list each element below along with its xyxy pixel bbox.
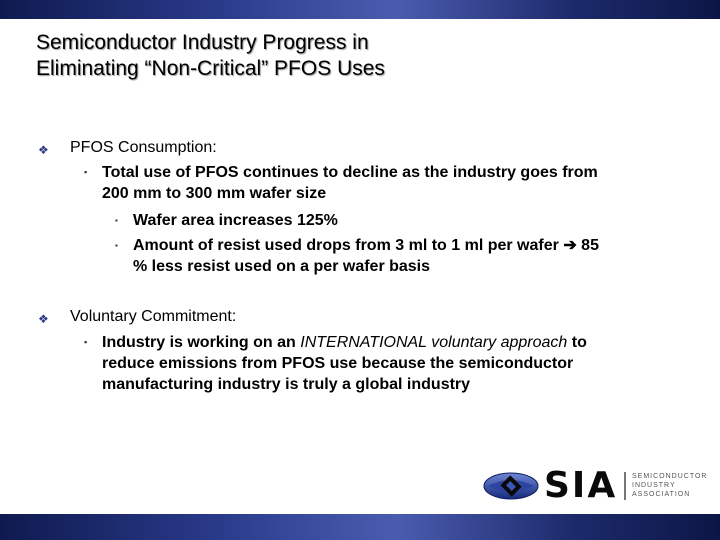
square-bullet-icon: ▪ <box>84 167 88 177</box>
sia-sub-2: INDUSTRY <box>632 482 676 489</box>
slide-title: Semiconductor Industry Progress in Elimi… <box>36 30 676 82</box>
resist-drop-percent: 85 <box>581 237 599 254</box>
sia-sub-3: ASSOCIATION <box>632 491 691 498</box>
logo-divider <box>624 472 626 500</box>
title-line-1: Semiconductor Industry Progress in <box>36 31 369 54</box>
top-banner <box>0 0 720 19</box>
voluntary-line-3: manufacturing industry is truly a global… <box>102 376 471 393</box>
sia-full-name: SEMICONDUCTOR INDUSTRY ASSOCIATION <box>632 472 707 499</box>
voluntary-commitment-heading: Voluntary Commitment: <box>70 308 237 325</box>
sia-wordmark: SIA <box>544 465 618 506</box>
resist-drop-line-1: Amount of resist used drops from 3 ml to… <box>133 237 559 254</box>
international-approach-emphasis: INTERNATIONAL voluntary approach <box>300 334 568 351</box>
diamond-bullet-icon: ❖ <box>38 143 49 157</box>
voluntary-line-2: reduce emissions from PFOS use because t… <box>102 355 574 372</box>
diamond-bullet-icon: ❖ <box>38 312 49 326</box>
voluntary-line-1a: Industry is working on an <box>102 334 301 351</box>
sia-globe-icon <box>483 472 539 500</box>
pfos-decline-line-1: Total use of PFOS continues to decline a… <box>102 164 598 181</box>
sia-sub-1: SEMICONDUCTOR <box>632 473 708 480</box>
pfos-decline-text: Total use of PFOS continues to decline a… <box>102 162 682 204</box>
resist-drop-line-2: % less resist used on a per wafer basis <box>133 258 431 275</box>
pfos-consumption-heading: PFOS Consumption: <box>70 139 217 156</box>
pfos-decline-line-2: 200 mm to 300 mm wafer size <box>102 185 327 202</box>
square-bullet-icon: ▪ <box>115 216 118 225</box>
sia-logo: SIA SEMICONDUCTOR INDUSTRY ASSOCIATION <box>482 465 706 506</box>
bottom-banner <box>0 514 720 540</box>
wafer-area-text: Wafer area increases 125% <box>133 212 338 229</box>
voluntary-approach-text: Industry is working on an INTERNATIONAL … <box>102 332 682 395</box>
square-bullet-icon: ▪ <box>84 337 88 347</box>
title-line-2: Eliminating “Non-Critical” PFOS Uses <box>36 57 385 80</box>
resist-drop-text: Amount of resist used drops from 3 ml to… <box>133 235 683 277</box>
voluntary-line-1b: to <box>567 334 587 351</box>
square-bullet-icon: ▪ <box>115 241 118 250</box>
right-arrow-icon: ➔ <box>563 237 577 254</box>
